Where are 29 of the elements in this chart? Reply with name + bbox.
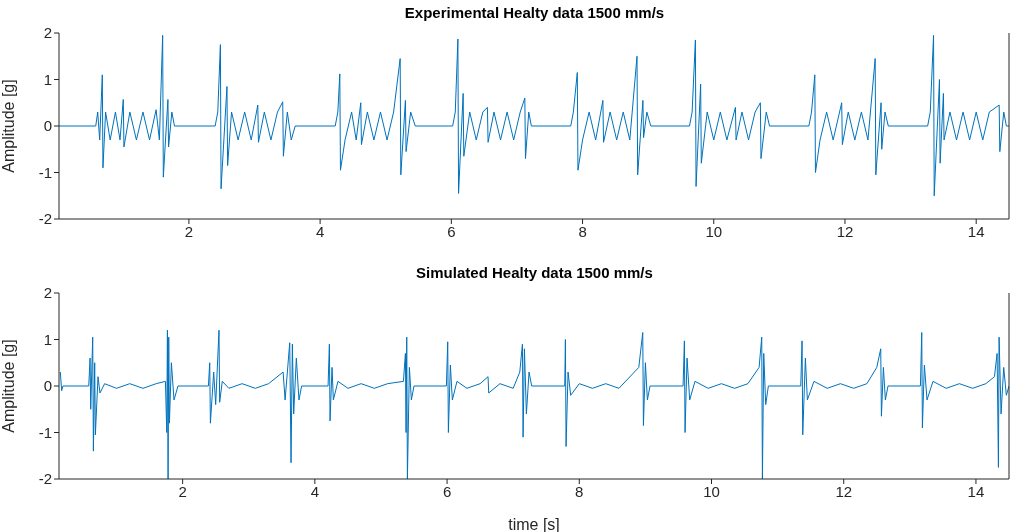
chart-title: Experimental Healty data 1500 mm/s	[403, 4, 666, 21]
y-tick-label: 0	[43, 377, 52, 395]
x-tick-label: 14	[967, 482, 985, 500]
x-tick-label: 2	[178, 482, 187, 500]
x-tick-label: 10	[705, 222, 723, 240]
x-tick-label: 12	[836, 222, 854, 240]
y-tick-label: 2	[43, 24, 52, 42]
y-tick-label: -2	[38, 210, 52, 228]
x-tick-label: 4	[310, 482, 320, 500]
y-tick-label: 2	[43, 284, 52, 302]
x-tick-label: 6	[447, 222, 456, 240]
x-tick-label: 4	[315, 222, 325, 240]
x-tick-label: 8	[575, 482, 584, 500]
y-tick-label: -1	[38, 423, 52, 441]
x-tick-label: 12	[835, 482, 853, 500]
x-tick-label: 2	[184, 222, 194, 240]
y-axis-title: Amplitude [g]	[0, 79, 17, 173]
x-tick-label: 6	[442, 482, 452, 500]
y-tick-label: 0	[43, 117, 52, 135]
x-tick-label: 8	[578, 222, 587, 240]
y-tick-label: 1	[43, 70, 52, 88]
y-tick-label: 1	[43, 330, 52, 348]
chart-title: Simulated Healty data 1500 mm/s	[415, 264, 654, 281]
x-tick-label: 14	[967, 222, 985, 240]
y-tick-label: -2	[38, 470, 52, 488]
x-tick-label: 10	[703, 482, 720, 500]
y-tick-label: -1	[38, 163, 52, 181]
line-series	[59, 34, 1009, 197]
y-axis-title: Amplitude [g]	[0, 339, 17, 433]
